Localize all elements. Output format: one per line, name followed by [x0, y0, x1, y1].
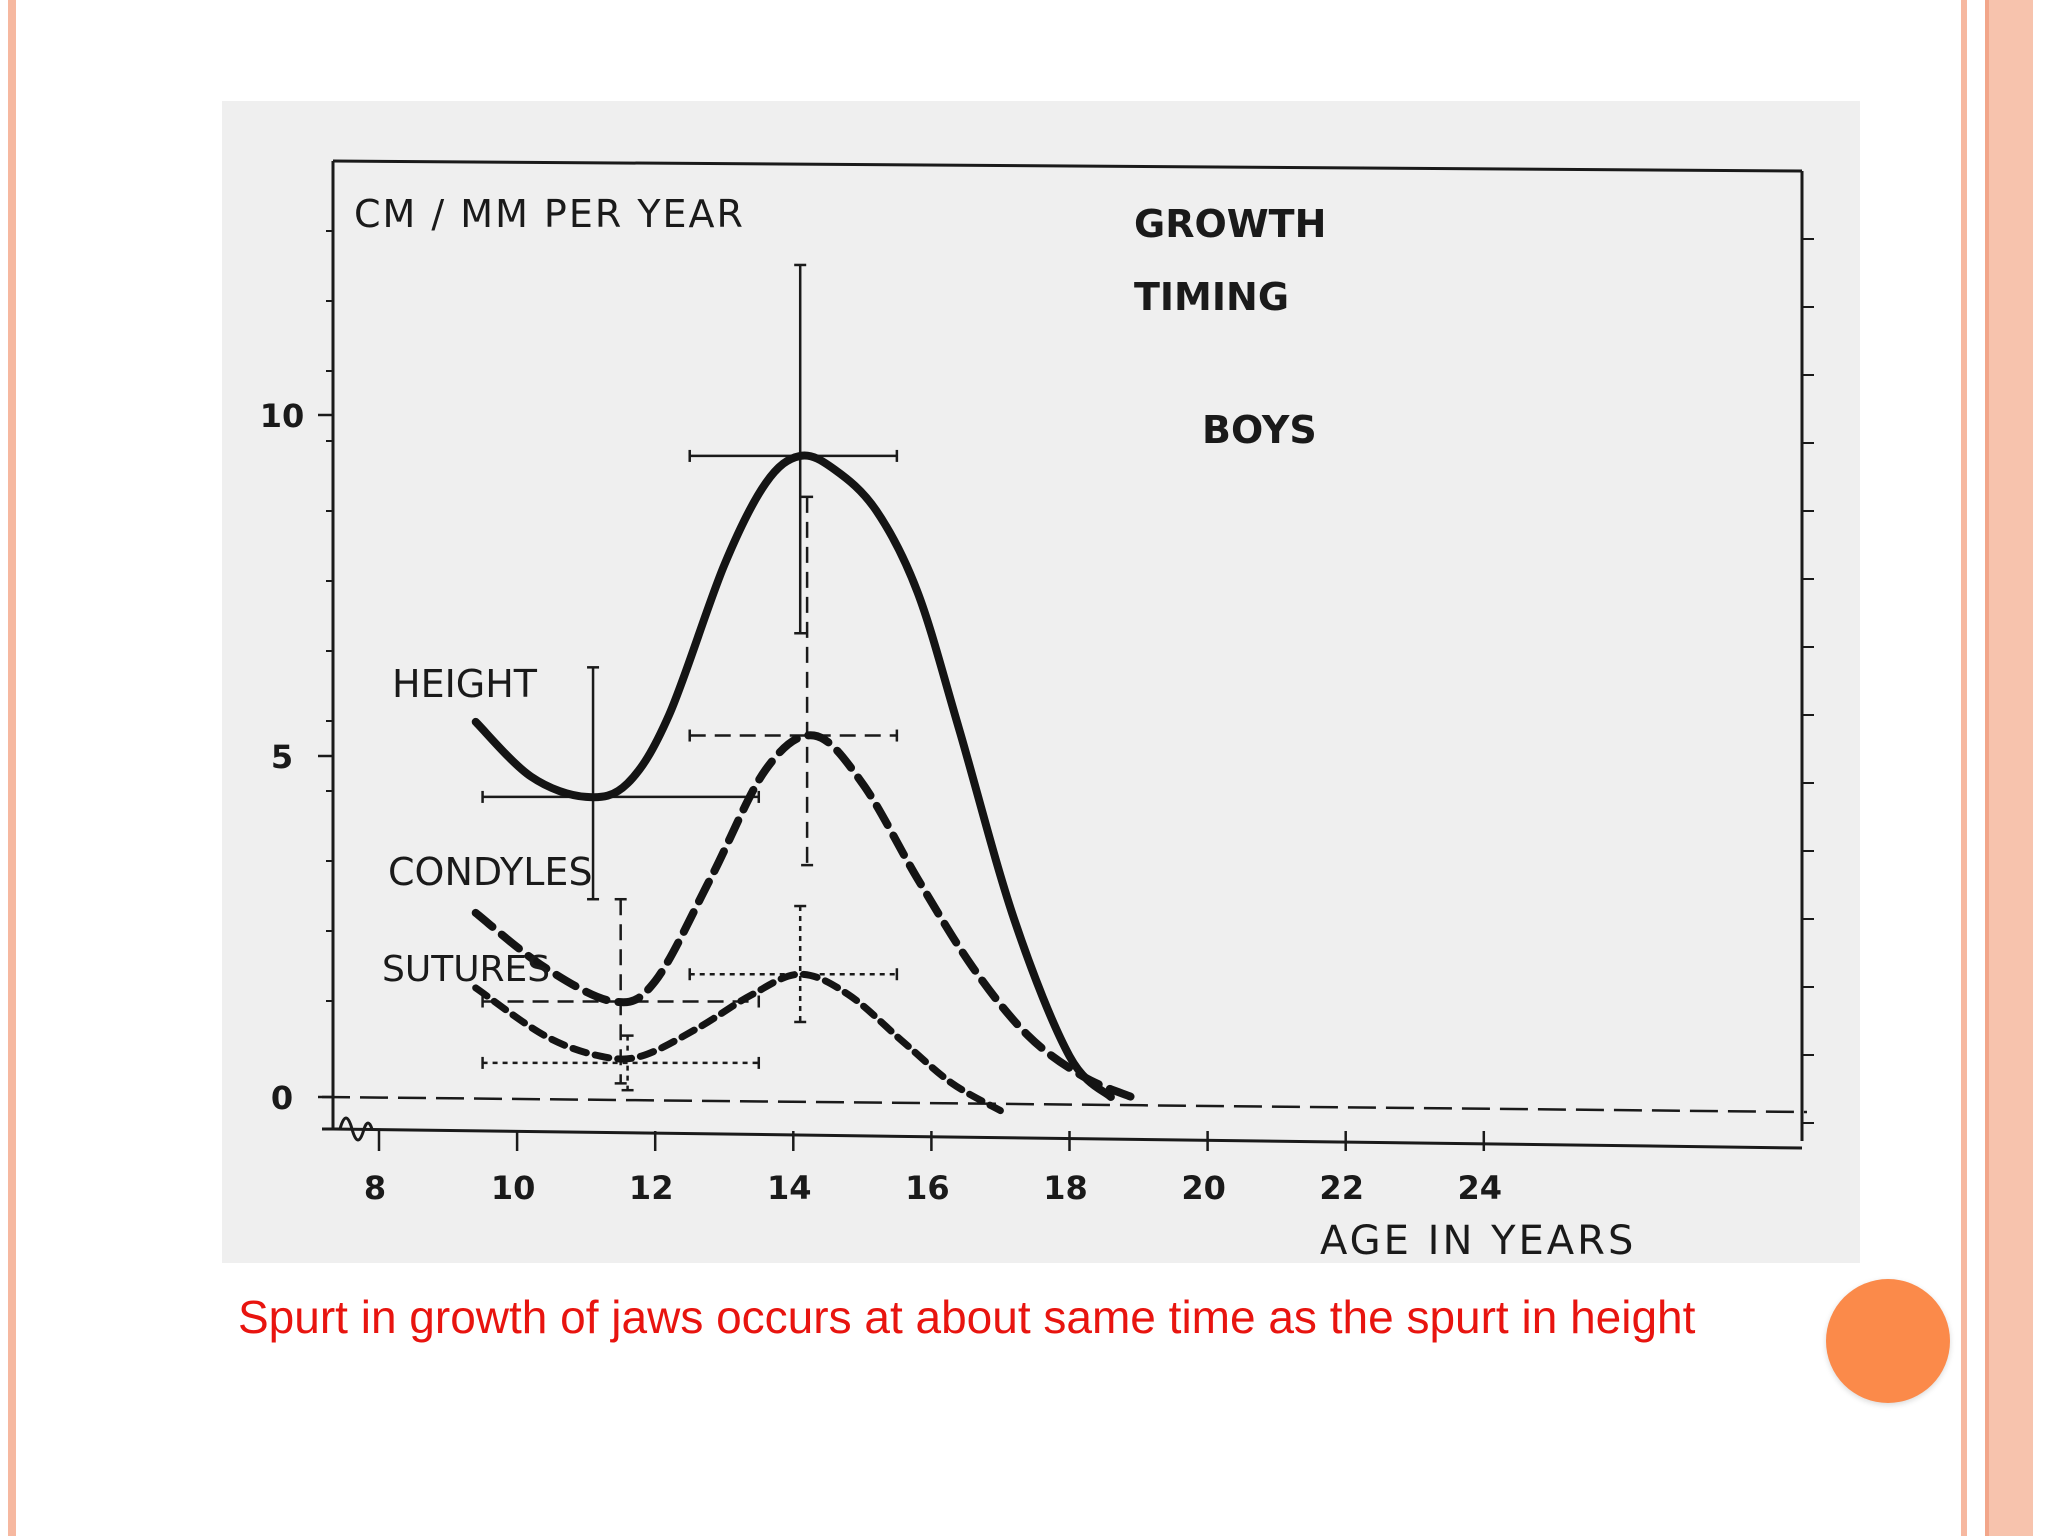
x-tick-label: 8: [364, 1169, 386, 1207]
x-tick-label: 16: [905, 1169, 950, 1207]
series-line-sutures: [472, 970, 1004, 1115]
x-tick-label: 14: [767, 1169, 812, 1207]
axis-break-squiggle: [322, 1116, 374, 1142]
x-axis-label: AGE IN YEARS: [1320, 1218, 1636, 1263]
series-label-height: HEIGHT: [392, 662, 538, 706]
axis-ticks: 8 10 12 14 16 18 20 22 24 0 5 10: [260, 230, 1814, 1207]
title-line-growth: GROWTH: [1134, 202, 1326, 246]
growth-chart: 8 10 12 14 16 18 20 22 24 0 5 10 CM / MM PER YEAR G…: [260, 159, 1814, 1263]
series-label-sutures: SUTURES: [382, 949, 550, 990]
y-tick-label: 5: [271, 738, 293, 776]
slide-frame-right-inner: [1961, 0, 1967, 1536]
y-tick-label: 10: [260, 397, 305, 435]
zero-baseline: [321, 1095, 1808, 1114]
title-line-timing: TIMING: [1134, 275, 1289, 319]
growth-chart-figure: 8 10 12 14 16 18 20 22 24 0 5 10 CM / MM PER YEAR G…: [222, 101, 1860, 1263]
series-line-height: [471, 451, 1115, 1101]
slide-caption: Spurt in growth of jaws occurs at about …: [238, 1291, 1696, 1343]
x-tick-label: 12: [629, 1169, 674, 1207]
y-tick-label: 0: [271, 1079, 293, 1117]
series-line-condyles: [471, 731, 1136, 1101]
series-curves: [471, 451, 1136, 1115]
x-tick-label: 22: [1319, 1169, 1364, 1207]
plot-frame-top: [332, 159, 1803, 173]
x-tick-label: 18: [1043, 1169, 1088, 1207]
x-axis: [332, 1127, 1803, 1150]
x-tick-label: 10: [491, 1169, 536, 1207]
accent-orb: [1826, 1279, 1950, 1403]
title-line-boys: BOYS: [1202, 408, 1317, 452]
series-label-condyles: CONDYLES: [388, 850, 593, 894]
y-axis-label: CM / MM PER YEAR: [354, 192, 745, 236]
slide-frame-left: [8, 0, 16, 1536]
x-tick-label: 20: [1181, 1169, 1226, 1207]
x-tick-label: 24: [1458, 1169, 1503, 1207]
slide-frame-right-outer: [1985, 0, 2033, 1536]
